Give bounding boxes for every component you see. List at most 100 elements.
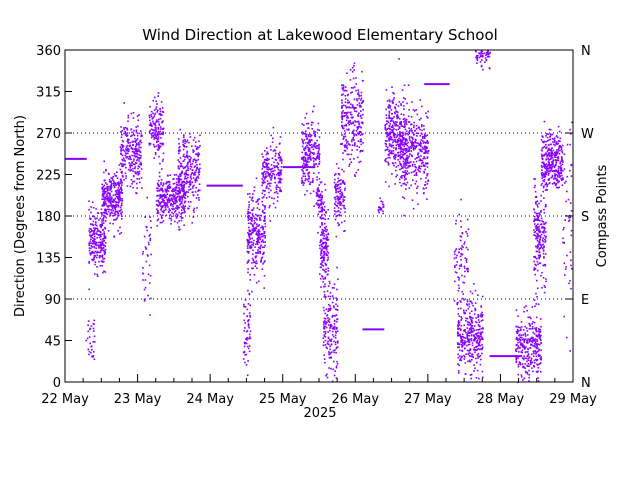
- data-point: [254, 246, 256, 248]
- data-point: [131, 147, 134, 150]
- data-point: [426, 166, 429, 168]
- data-point: [403, 117, 406, 120]
- data-point: [524, 333, 526, 336]
- data-point: [251, 229, 254, 231]
- data-point: [189, 183, 192, 185]
- data-point: [323, 269, 326, 272]
- data-point: [152, 120, 154, 123]
- data-point: [320, 256, 323, 259]
- data-point: [539, 219, 541, 222]
- data-point: [256, 219, 258, 221]
- data-point: [543, 185, 545, 188]
- data-point: [150, 128, 153, 131]
- data-point: [324, 205, 326, 208]
- data-point: [186, 157, 189, 159]
- data-point: [343, 230, 345, 232]
- data-point: [266, 164, 268, 167]
- data-point: [419, 170, 421, 173]
- data-point: [534, 268, 537, 270]
- data-point: [333, 320, 336, 323]
- data-point: [457, 307, 460, 310]
- data-point: [184, 146, 186, 148]
- data-point: [304, 147, 307, 150]
- data-point: [543, 140, 545, 143]
- data-point: [102, 218, 104, 220]
- data-point: [252, 214, 254, 217]
- data-point: [182, 184, 184, 187]
- data-point: [488, 52, 491, 55]
- data-point: [345, 123, 347, 126]
- data-point: [193, 166, 196, 168]
- data-point: [101, 188, 104, 191]
- data-point: [356, 104, 359, 106]
- data-point: [480, 332, 483, 335]
- data-point: [94, 263, 96, 266]
- data-point: [173, 202, 175, 204]
- data-point: [561, 150, 563, 153]
- data-point: [419, 135, 422, 137]
- data-point: [333, 181, 336, 184]
- data-point: [398, 137, 400, 140]
- data-point: [517, 339, 519, 341]
- data-point: [336, 330, 339, 332]
- data-point: [460, 356, 463, 359]
- data-point: [478, 348, 481, 351]
- data-point: [422, 140, 424, 142]
- data-point: [327, 232, 329, 235]
- data-point: [318, 156, 321, 159]
- data-point: [533, 333, 536, 335]
- data-point: [322, 341, 325, 343]
- data-point: [323, 335, 325, 337]
- data-point: [95, 208, 97, 210]
- data-point: [537, 347, 539, 349]
- data-point: [304, 117, 306, 119]
- data-point: [181, 181, 183, 183]
- data-point: [150, 226, 152, 229]
- data-point: [326, 373, 328, 376]
- data-point: [126, 150, 128, 152]
- data-point: [252, 215, 255, 218]
- data-point: [475, 50, 477, 52]
- data-point: [169, 203, 172, 206]
- data-point: [347, 129, 350, 131]
- data-point: [185, 146, 188, 148]
- data-point: [103, 237, 106, 239]
- data-point: [266, 185, 268, 187]
- data-point: [251, 290, 253, 293]
- data-point: [419, 144, 422, 147]
- data-point: [457, 346, 459, 349]
- data-point: [325, 211, 327, 213]
- data-point: [536, 247, 539, 249]
- data-point: [489, 51, 491, 54]
- data-point: [408, 155, 410, 157]
- data-point: [143, 298, 146, 301]
- data-point: [341, 111, 343, 113]
- data-point: [139, 163, 141, 165]
- data-point: [528, 356, 531, 358]
- data-point: [469, 352, 471, 355]
- data-point: [91, 223, 94, 226]
- data-point: [181, 212, 184, 214]
- data-point: [173, 182, 176, 185]
- data-point: [110, 177, 113, 179]
- data-point: [256, 243, 259, 246]
- data-point: [540, 334, 542, 337]
- data-point: [115, 204, 117, 206]
- data-point: [116, 211, 119, 214]
- data-point: [159, 142, 161, 145]
- data-point: [396, 117, 398, 120]
- data-point: [157, 128, 160, 130]
- data-point: [519, 362, 522, 364]
- data-point: [255, 255, 258, 257]
- data-point: [277, 157, 280, 159]
- data-point: [459, 349, 461, 352]
- data-point: [327, 295, 330, 298]
- data-point: [529, 324, 531, 326]
- data-point: [362, 101, 364, 103]
- data-point: [416, 192, 418, 194]
- data-point: [407, 84, 410, 86]
- data-point: [157, 218, 160, 221]
- data-point: [321, 275, 323, 277]
- data-point: [419, 167, 422, 170]
- data-point: [534, 263, 536, 266]
